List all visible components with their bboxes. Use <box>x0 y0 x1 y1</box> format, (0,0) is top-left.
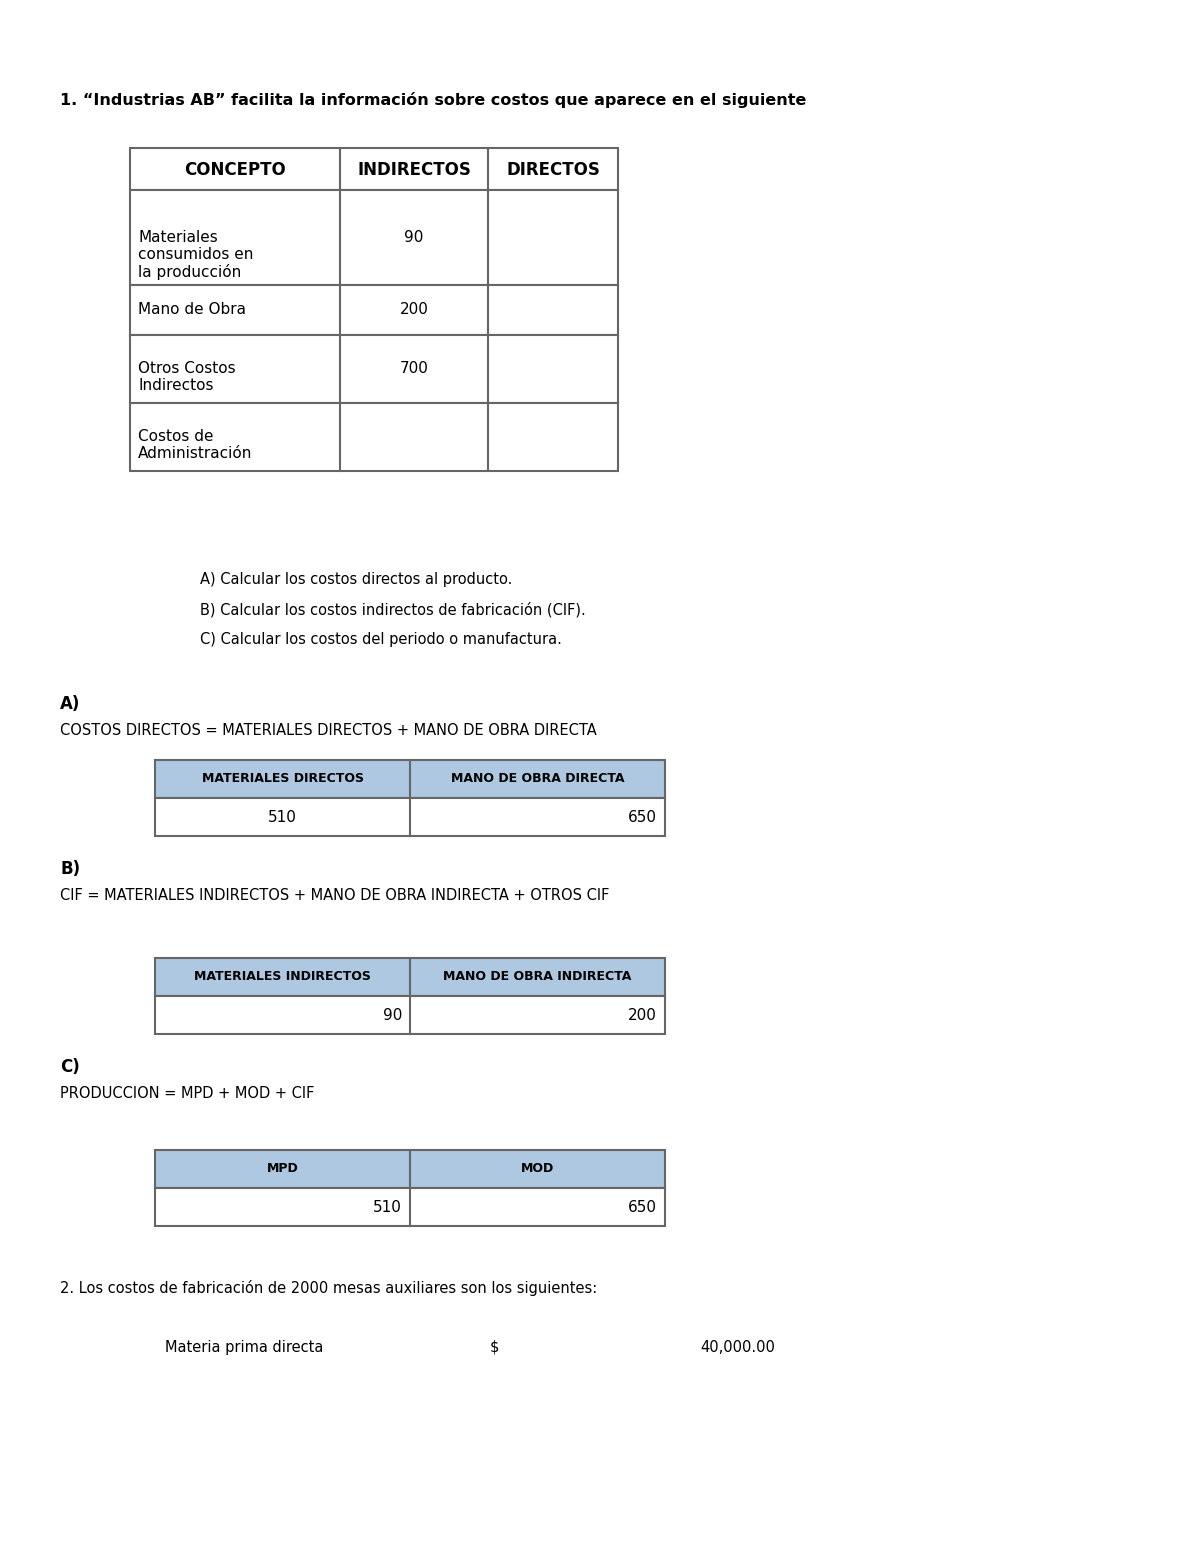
Text: MPD: MPD <box>266 1162 299 1176</box>
Text: COSTOS DIRECTOS = MATERIALES DIRECTOS + MANO DE OBRA DIRECTA: COSTOS DIRECTOS = MATERIALES DIRECTOS + … <box>60 724 596 738</box>
Bar <box>130 402 618 471</box>
Text: INDIRECTOS: INDIRECTOS <box>358 162 470 179</box>
Text: 40,000.00: 40,000.00 <box>700 1340 775 1356</box>
Bar <box>155 1151 665 1188</box>
Text: Costos de
Administración: Costos de Administración <box>138 429 252 461</box>
Text: B): B) <box>60 860 80 877</box>
Text: PRODUCCION = MPD + MOD + CIF: PRODUCCION = MPD + MOD + CIF <box>60 1086 314 1101</box>
Text: B) Calcular los costos indirectos de fabricación (CIF).: B) Calcular los costos indirectos de fab… <box>200 603 586 618</box>
Bar <box>130 189 618 286</box>
Bar <box>155 995 665 1034</box>
Text: Mano de Obra: Mano de Obra <box>138 301 246 317</box>
Text: 200: 200 <box>400 301 428 317</box>
Text: MOD: MOD <box>521 1162 554 1176</box>
Text: 510: 510 <box>373 1200 402 1214</box>
Text: Materia prima directa: Materia prima directa <box>166 1340 323 1356</box>
Bar <box>130 148 618 189</box>
Text: 700: 700 <box>400 360 428 376</box>
Text: Materiales
consumidos en
la producción: Materiales consumidos en la producción <box>138 230 253 281</box>
Bar <box>155 1188 665 1225</box>
Text: MANO DE OBRA INDIRECTA: MANO DE OBRA INDIRECTA <box>443 971 631 983</box>
Text: 2. Los costos de fabricación de 2000 mesas auxiliares son los siguientes:: 2. Los costos de fabricación de 2000 mes… <box>60 1280 598 1297</box>
Text: $: $ <box>490 1340 499 1356</box>
Bar <box>155 798 665 836</box>
Text: DIRECTOS: DIRECTOS <box>506 162 600 179</box>
Text: A): A) <box>60 696 80 713</box>
Text: 90: 90 <box>404 230 424 244</box>
Text: MATERIALES INDIRECTOS: MATERIALES INDIRECTOS <box>194 971 371 983</box>
Text: 510: 510 <box>268 811 296 825</box>
Text: C): C) <box>60 1058 79 1076</box>
Text: 650: 650 <box>628 1200 658 1214</box>
Text: Otros Costos
Indirectos: Otros Costos Indirectos <box>138 360 235 393</box>
Bar <box>130 335 618 402</box>
Text: MATERIALES DIRECTOS: MATERIALES DIRECTOS <box>202 772 364 784</box>
Bar <box>130 286 618 335</box>
Text: CONCEPTO: CONCEPTO <box>184 162 286 179</box>
Text: 1. “Industrias AB” facilita la información sobre costos que aparece en el siguie: 1. “Industrias AB” facilita la informaci… <box>60 92 806 109</box>
Text: 200: 200 <box>628 1008 658 1023</box>
Text: CIF = MATERIALES INDIRECTOS + MANO DE OBRA INDIRECTA + OTROS CIF: CIF = MATERIALES INDIRECTOS + MANO DE OB… <box>60 888 610 902</box>
Bar <box>155 759 665 798</box>
Text: C) Calcular los costos del periodo o manufactura.: C) Calcular los costos del periodo o man… <box>200 632 562 648</box>
Text: 650: 650 <box>628 811 658 825</box>
Bar <box>155 958 665 995</box>
Text: 90: 90 <box>383 1008 402 1023</box>
Text: A) Calcular los costos directos al producto.: A) Calcular los costos directos al produ… <box>200 572 512 587</box>
Text: MANO DE OBRA DIRECTA: MANO DE OBRA DIRECTA <box>451 772 624 784</box>
